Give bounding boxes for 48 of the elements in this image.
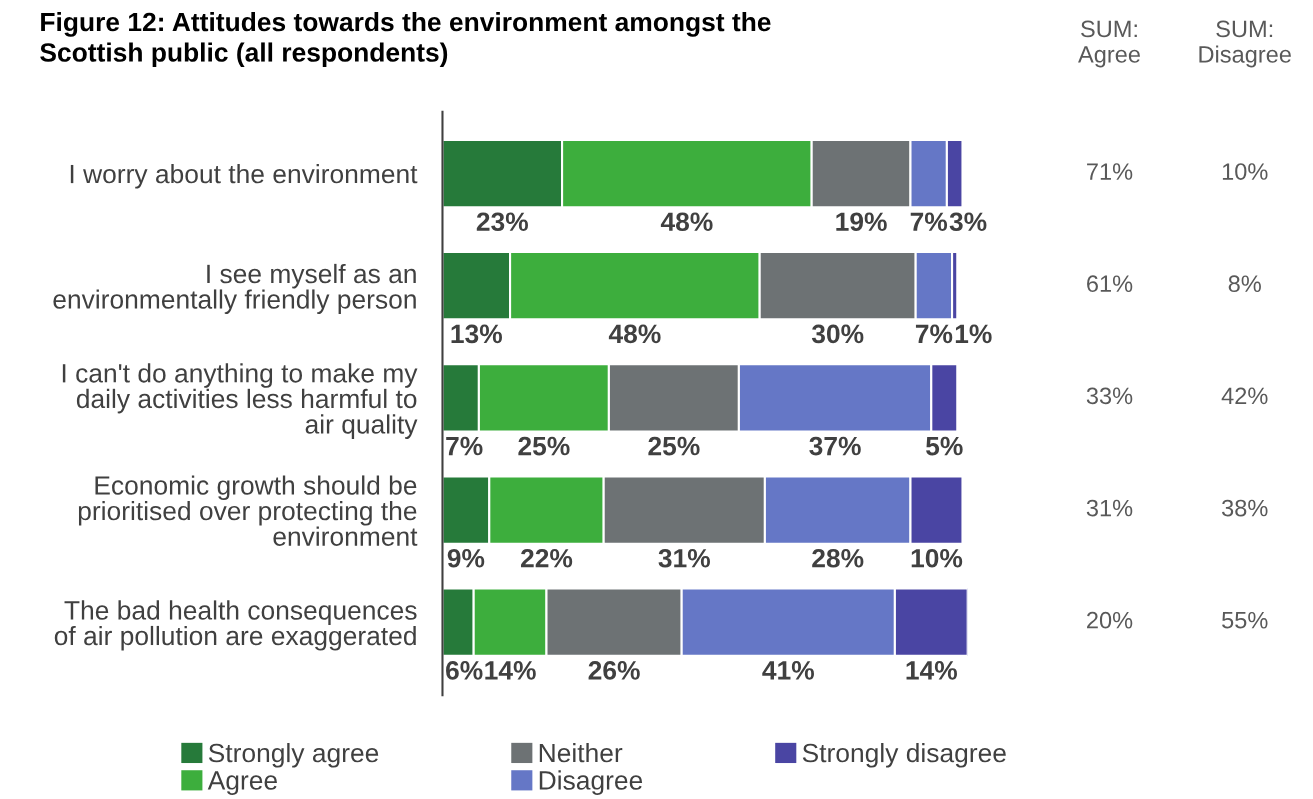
data-label: 22% bbox=[520, 548, 573, 568]
legend-label: Strongly disagree bbox=[802, 742, 1006, 768]
data-label: 3% bbox=[949, 212, 987, 232]
y-tick-label: Economic growth should be prioritised over protecting the environment bbox=[78, 475, 418, 546]
y-tick-label: I see myself as an environmentally friendly person bbox=[53, 263, 416, 315]
text: SUM: Agree bbox=[1078, 20, 1140, 68]
text: 42% bbox=[1221, 387, 1268, 405]
data-label: 37% bbox=[809, 436, 861, 456]
data-label: 6% bbox=[446, 661, 483, 680]
data-label: 14% bbox=[485, 661, 536, 680]
data-label: 19% bbox=[836, 212, 887, 232]
data-label: 25% bbox=[518, 436, 570, 456]
data-label: 28% bbox=[812, 548, 864, 568]
text: 20% bbox=[1087, 611, 1133, 629]
data-label: 14% bbox=[906, 661, 957, 680]
legend-label: Strongly agree bbox=[208, 742, 379, 768]
data-label: 9% bbox=[447, 548, 485, 568]
data-label: 23% bbox=[476, 212, 528, 232]
data-label: 25% bbox=[648, 436, 700, 456]
data-label: 41% bbox=[762, 661, 814, 680]
data-label: 26% bbox=[588, 661, 640, 680]
text: 71% bbox=[1087, 163, 1133, 180]
y-tick-label: I can't do anything to make my daily activities less harmful to air quality bbox=[62, 363, 418, 439]
data-label: 13% bbox=[451, 324, 502, 344]
text: 31% bbox=[1086, 499, 1133, 517]
data-label: 48% bbox=[660, 212, 713, 232]
text: 8% bbox=[1228, 275, 1261, 293]
data-label: 7% bbox=[915, 324, 953, 344]
text: 55% bbox=[1222, 611, 1268, 629]
text: 10% bbox=[1222, 163, 1268, 180]
text: 33% bbox=[1086, 387, 1133, 405]
legend-label: Agree bbox=[207, 771, 277, 795]
data-label: 1% bbox=[955, 324, 992, 344]
data-label: 30% bbox=[811, 324, 864, 344]
data-label: 7% bbox=[446, 436, 483, 456]
y-tick-label: I worry about the environment bbox=[70, 163, 418, 189]
legend-label: Disagree bbox=[539, 770, 643, 795]
text: 61% bbox=[1087, 275, 1133, 293]
y-tick-label: The bad health consequences of air pollution are exaggerated bbox=[54, 600, 417, 651]
data-label: 10% bbox=[911, 548, 963, 568]
text: SUM: Disagree bbox=[1199, 20, 1291, 68]
data-label: 48% bbox=[608, 324, 661, 344]
chart-title: Figure 12: Attitudes towards the environment amongst the Scottish public (all respondents) bbox=[40, 11, 771, 68]
data-label: 7% bbox=[910, 212, 948, 232]
data-label: 31% bbox=[658, 548, 710, 568]
text: 38% bbox=[1222, 499, 1268, 517]
data-label: 5% bbox=[926, 436, 963, 456]
legend-label: Neither bbox=[539, 742, 623, 763]
